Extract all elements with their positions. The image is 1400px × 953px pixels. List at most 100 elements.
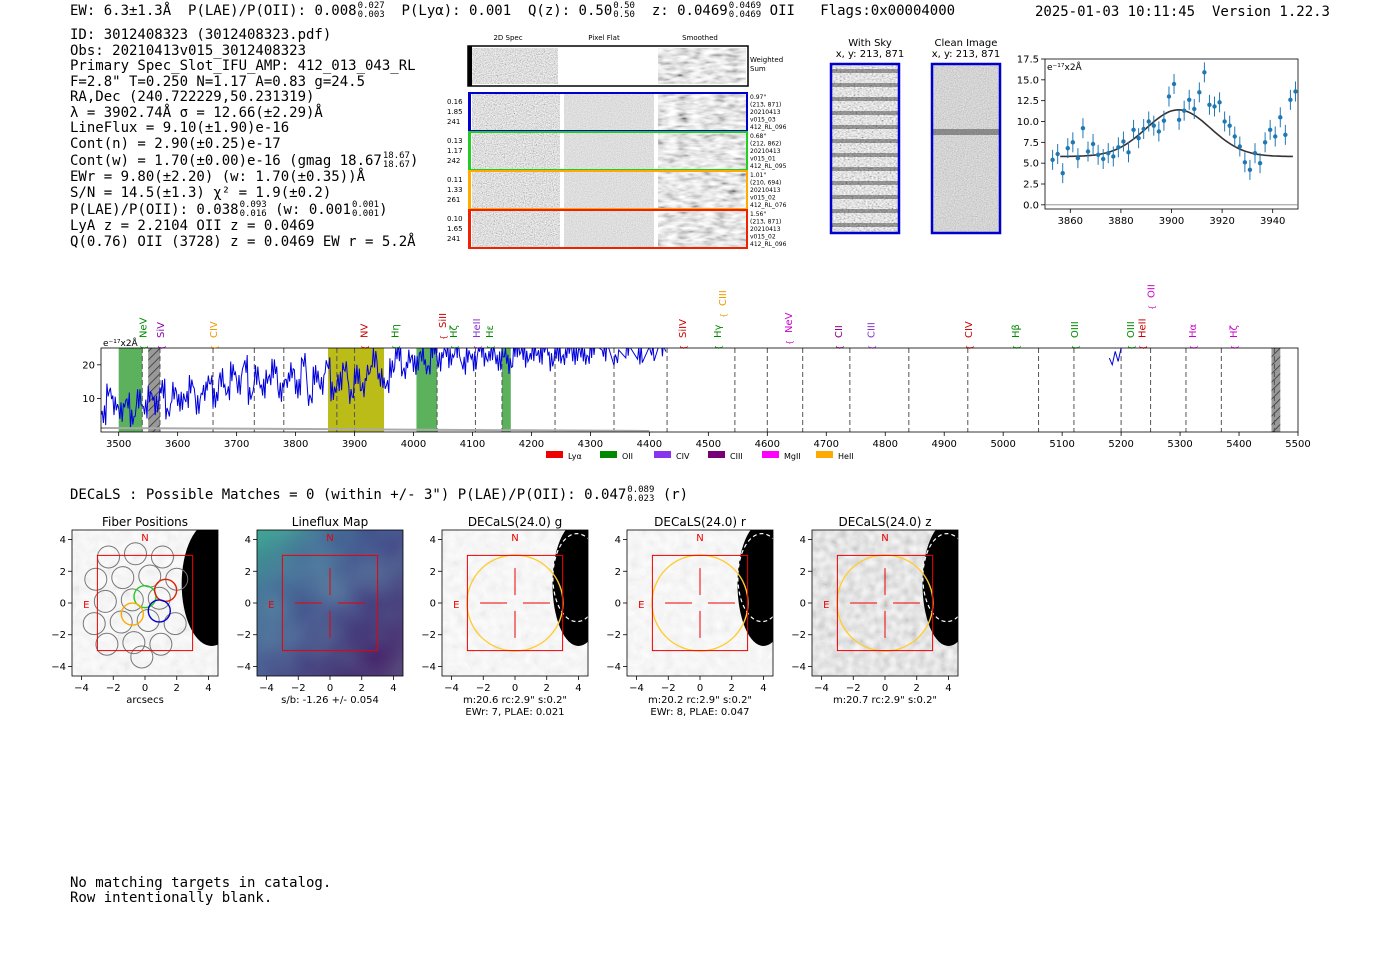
fit-data-point	[1166, 86, 1172, 107]
info-contw: Cont(w) = 1.70(±0.00)e-16 (gmag 18.67 18.…	[70, 151, 419, 170]
legend-label: OII	[622, 452, 633, 461]
fit-data-point	[1080, 118, 1086, 139]
fiber-row-value: 0.16	[447, 98, 463, 106]
clean-image	[930, 62, 1002, 235]
panel-x-tick: −2	[291, 683, 306, 694]
fiber-row-tag: (213, 871)	[750, 219, 781, 226]
header-qz-hi: 0.50	[613, 1, 635, 11]
fit-data-point	[1252, 143, 1258, 164]
emission-line-label: CIV	[964, 321, 975, 338]
emission-line-label: SiII	[438, 313, 449, 328]
fiber-row-value: 242	[447, 157, 460, 165]
imaging-panel: DECaLS(24.0) g N E −4 4 −2 2 0 0 2 −2 4 −4 m:20.6 rc:…	[421, 515, 589, 718]
panel-y-tick: −2	[51, 630, 66, 641]
spectrum-x-tick: 5400	[1226, 439, 1251, 450]
info-primary: Primary Spec_Slot_IFU_AMP: 412_013_043_R…	[70, 58, 416, 74]
info-lya: LyA z = 2.2104 OII z = 0.0469	[70, 218, 315, 234]
panel-y-tick: −4	[606, 662, 621, 673]
panel-x-tick: 2	[914, 683, 920, 694]
fit-data-point	[1278, 107, 1283, 128]
search-box	[651, 554, 749, 652]
shaded-region	[501, 348, 511, 432]
fiber-circle	[122, 631, 146, 655]
decals-text: DECaLS : Possible Matches = 0 (within +/…	[70, 487, 627, 503]
panel-caption: arcsecs	[126, 695, 164, 706]
fiber-row-value: 261	[447, 196, 460, 204]
emission-line-bracket: {	[868, 345, 877, 350]
east-label: E	[823, 600, 829, 611]
fiber-row-tag: 20210413	[750, 226, 781, 233]
fit-y-tick: 5.0	[1023, 159, 1039, 170]
fit-y-tick: 15.0	[1017, 75, 1039, 86]
bright-source	[737, 530, 773, 646]
spectrum-x-tick: 4900	[931, 439, 956, 450]
info-plae-w-lo: 0.001	[351, 209, 380, 219]
emission-line-bracket: {	[360, 345, 369, 350]
fiber-row-tag: 20210413	[750, 109, 781, 116]
fit-x-tick: 3900	[1159, 216, 1184, 227]
masked-region	[148, 348, 160, 432]
header-qz: Q(z): 0.50	[527, 3, 613, 19]
fiber-row: 0.10 1.65 241 1.56"(213, 871)20210413v015_0…	[447, 209, 787, 249]
panel-x-tick: 2	[359, 683, 365, 694]
emission-line-bracket: {	[1189, 345, 1198, 350]
panel-title: DECaLS(24.0) z	[838, 515, 931, 529]
panel-y-tick: −4	[51, 662, 66, 673]
fit-data-point	[1293, 81, 1298, 102]
spectrum-x-tick: 5200	[1108, 439, 1133, 450]
fiber-circle	[149, 632, 173, 656]
imaging-panel: DECaLS(24.0) z N E −4 4 −2 2 0 0 2 −2 4 −4 m:20.7 rc:…	[791, 515, 959, 706]
panel-x-tick: 2	[544, 683, 550, 694]
emission-line-label: Hζ	[449, 325, 460, 338]
fit-data-point	[1288, 89, 1293, 110]
fit-data-point	[1151, 115, 1156, 136]
fit-data-point	[1207, 94, 1212, 115]
fit-data-point	[1187, 89, 1192, 110]
east-label: E	[638, 600, 644, 611]
emission-line-bracket: {	[679, 345, 688, 350]
fit-y-tick: 2.5	[1023, 180, 1039, 191]
fit-data-point	[1121, 131, 1126, 152]
fit-x-tick: 3920	[1209, 216, 1234, 227]
spectrum-x-tick: 4700	[814, 439, 839, 450]
fiber-circle	[130, 645, 154, 669]
north-label: N	[511, 533, 518, 544]
fiber-row-value: 1.17	[447, 147, 463, 155]
weighted-sum-row: Weighted Sum	[467, 45, 783, 87]
panel-x-tick: 4	[390, 683, 396, 694]
panel-axis: −4 4 −2 2 0 0 2 −2 4 −4	[606, 535, 766, 694]
panel-x-tick: 4	[575, 683, 581, 694]
fiber-row-tag: 20210413	[750, 148, 781, 155]
east-label: E	[453, 600, 459, 611]
panel-x-tick: −2	[661, 683, 676, 694]
fiber-row-value: 241	[447, 235, 460, 243]
fit-data-point	[1181, 100, 1187, 121]
line-fit-chart: 3860 3880 3900 3920 3940 0.0 2.5 5.0 7.5 10.0 12.5…	[1017, 55, 1299, 227]
panel-y-tick: 2	[60, 567, 66, 578]
timestamp: 2025-01-03 10:11:45	[1034, 4, 1196, 20]
fit-data-point	[1267, 119, 1273, 140]
with-sky-xy: x, y: 213, 871	[835, 49, 905, 60]
info-lineflux: LineFlux = 9.10(±1.90)e-16	[70, 120, 290, 136]
fiber-circle	[120, 588, 144, 612]
emission-line-label: Hγ	[713, 324, 724, 338]
emission-line-bracket: {	[473, 345, 482, 350]
east-label: E	[268, 600, 274, 611]
panel-y-tick: −2	[606, 630, 621, 641]
panel-x-tick: 4	[760, 683, 766, 694]
spectrum-x-tick: 4100	[460, 439, 485, 450]
fiber-circle	[95, 632, 119, 656]
emission-line-label: SiV	[156, 322, 167, 338]
fit-data-point	[1192, 99, 1197, 119]
panel-title: DECaLS(24.0) g	[468, 515, 562, 529]
col-smooth-label: Smoothed	[682, 34, 718, 42]
header-flags: Flags:0x00004000	[820, 3, 956, 19]
fit-y-tick: 12.5	[1017, 96, 1039, 107]
info-plae: P(LAE)/P(OII): 0.038 0.093 0.016 (w: 0.001…	[70, 200, 388, 219]
fit-data-point	[1106, 143, 1111, 164]
emission-line-label: NeV	[138, 317, 149, 338]
fiber-row-value: 0.13	[447, 137, 463, 145]
spectrum-x-tick: 5500	[1285, 439, 1310, 450]
emission-line-label: Hε	[485, 325, 496, 338]
spectrum-x-tick: 3800	[283, 439, 308, 450]
